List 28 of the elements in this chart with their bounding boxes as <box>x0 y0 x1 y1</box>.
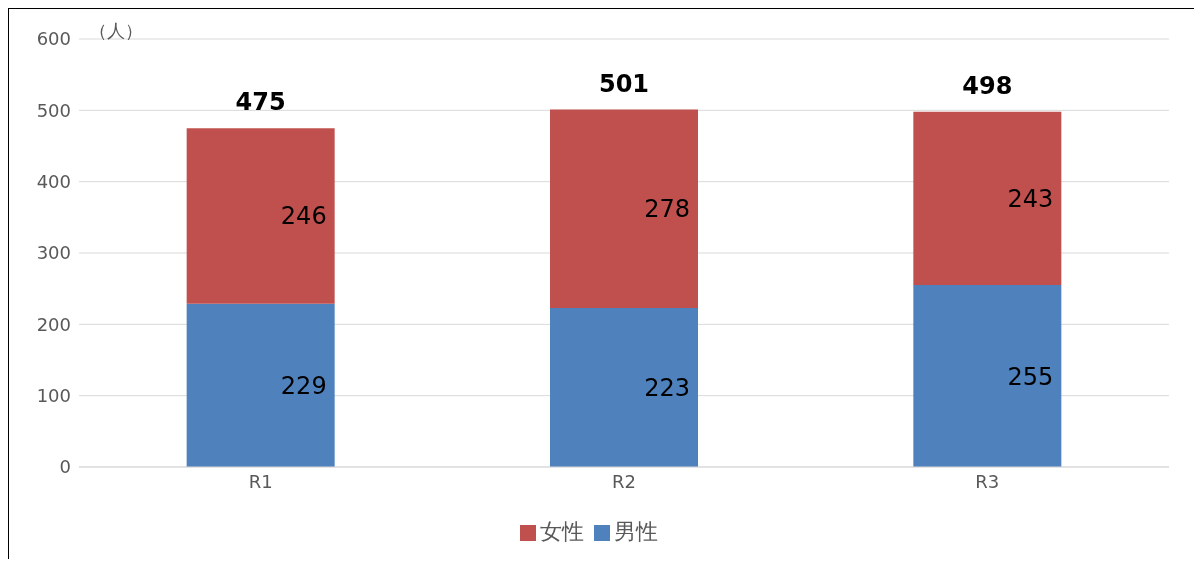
x-tick-label: R3 <box>975 470 1000 492</box>
total-label: 498 <box>962 71 1013 100</box>
total-label: 501 <box>598 69 650 98</box>
x-tick-label: R1 <box>248 470 273 492</box>
y-axis-title: （人） <box>89 20 143 41</box>
bar <box>186 303 335 467</box>
y-tick-label: 500 <box>36 99 71 121</box>
bar <box>550 307 698 467</box>
y-tick-label: 200 <box>36 313 71 335</box>
data-label: 229 <box>280 371 327 400</box>
x-tick-label: R2 <box>612 470 636 492</box>
legend-label: 女性 <box>540 519 584 544</box>
bar <box>913 285 1062 467</box>
bar <box>550 109 698 308</box>
y-tick-label: 100 <box>36 385 71 407</box>
y-tick-label: 0 <box>59 456 71 478</box>
y-tick-label: 600 <box>36 28 71 50</box>
y-tick-label: 300 <box>36 242 71 264</box>
data-label: 246 <box>280 202 327 231</box>
bar <box>913 111 1062 286</box>
total-label: 475 <box>235 88 286 117</box>
bar <box>186 128 335 304</box>
legend-label: 男性 <box>614 519 658 544</box>
y-tick-label: 400 <box>36 171 71 193</box>
data-label: 243 <box>1007 184 1054 213</box>
data-label: 278 <box>644 195 690 224</box>
data-label: 223 <box>644 373 690 402</box>
data-label: 255 <box>1007 362 1054 391</box>
